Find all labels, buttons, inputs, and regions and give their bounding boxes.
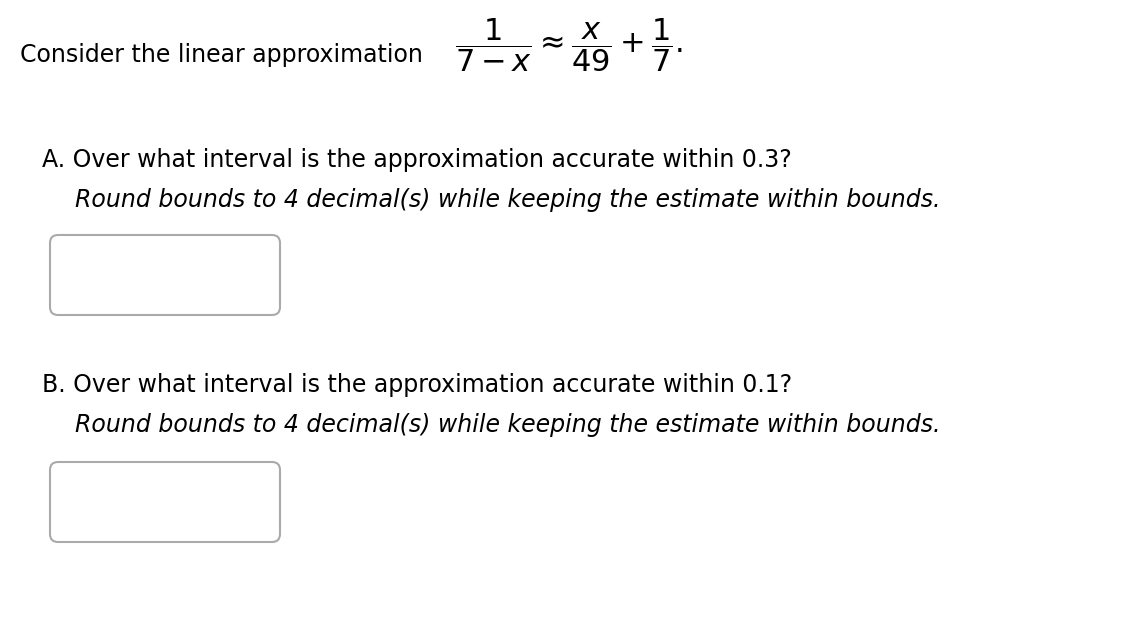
Text: Round bounds to 4 decimal(s) while keeping the estimate within bounds.: Round bounds to 4 decimal(s) while keepi… — [75, 188, 940, 212]
FancyBboxPatch shape — [51, 235, 280, 315]
Text: A. Over what interval is the approximation accurate within 0.3?: A. Over what interval is the approximati… — [42, 148, 792, 172]
FancyBboxPatch shape — [51, 462, 280, 542]
Text: Consider the linear approximation: Consider the linear approximation — [20, 43, 422, 67]
Text: Round bounds to 4 decimal(s) while keeping the estimate within bounds.: Round bounds to 4 decimal(s) while keepi… — [75, 413, 940, 437]
Text: B. Over what interval is the approximation accurate within 0.1?: B. Over what interval is the approximati… — [42, 373, 792, 397]
Text: $\dfrac{1}{7-x} \approx \dfrac{x}{49}+\dfrac{1}{7}.$: $\dfrac{1}{7-x} \approx \dfrac{x}{49}+\d… — [455, 16, 683, 74]
